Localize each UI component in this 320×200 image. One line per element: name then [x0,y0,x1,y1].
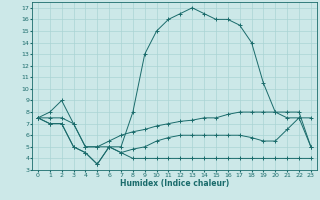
X-axis label: Humidex (Indice chaleur): Humidex (Indice chaleur) [120,179,229,188]
